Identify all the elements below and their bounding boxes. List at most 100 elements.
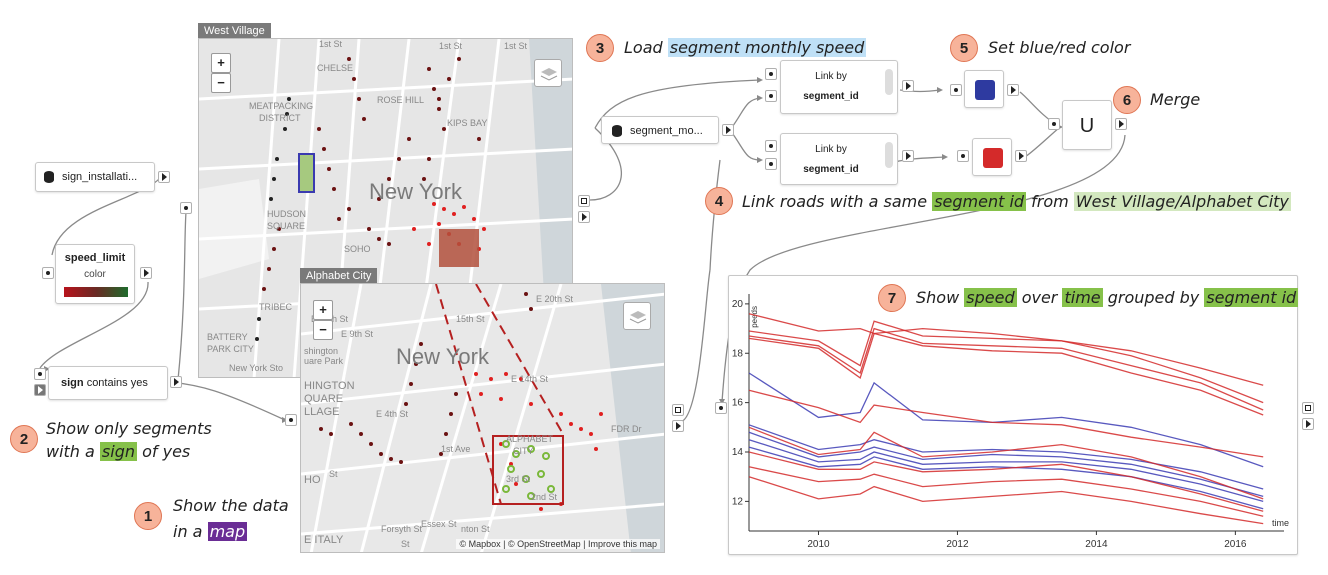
- step-7-highlight-3: segment id: [1204, 288, 1299, 307]
- street-label: QUARE: [304, 393, 344, 405]
- street-label: uare Park: [304, 356, 344, 366]
- link2-input-port-1[interactable]: [765, 140, 777, 152]
- alphabet-city-output-port-2[interactable]: [672, 420, 684, 432]
- step-7-caption: Show speed over time grouped by segment …: [916, 288, 1299, 307]
- alphabet-city-output-port-1[interactable]: [672, 404, 684, 416]
- series-line-3: [748, 332, 1264, 416]
- sign-filter-node[interactable]: sign contains yes: [48, 366, 168, 400]
- alphabet-city-selection: [492, 435, 564, 505]
- sign-filter-label: sign contains yes: [61, 377, 148, 389]
- speed-limit-output-port[interactable]: [140, 267, 152, 279]
- chart-output-port-1[interactable]: [1302, 402, 1314, 414]
- y-axis-label: peeds: [750, 306, 759, 328]
- street-label: CITY: [513, 446, 534, 456]
- link2-output-port[interactable]: [902, 150, 914, 162]
- chart-output-port-2[interactable]: [1302, 418, 1314, 430]
- step-4-caption: Link roads with a same segment id from W…: [742, 192, 1291, 211]
- sign-installation-label-wrap: sign_installati...: [44, 171, 137, 183]
- series-line-8: [748, 439, 1264, 503]
- x-tick-label: 2016: [1224, 539, 1247, 550]
- street-label: New York Sto: [229, 363, 284, 373]
- series-line-13: [748, 476, 1264, 525]
- street-label: TRIBEC: [259, 302, 293, 312]
- segment-monthly-output-port[interactable]: [722, 124, 734, 136]
- blue-color-input-port[interactable]: [950, 84, 962, 96]
- step-4-badge: 4: [705, 187, 733, 215]
- street-label: 2nd St: [531, 492, 558, 502]
- chart-panel[interactable]: 2010 2012 2014 2016 12 14 16 18 20 time peeds: [728, 275, 1298, 555]
- speed-limit-node[interactable]: speed_limit color: [55, 244, 135, 304]
- speed-limit-subtitle: color: [84, 269, 106, 280]
- sign-installation-output-port[interactable]: [158, 171, 170, 183]
- speed-limit-input-port[interactable]: [42, 267, 54, 279]
- sign-filter-input-port-2[interactable]: [34, 384, 46, 396]
- y-tick-label: 18: [732, 348, 744, 359]
- sign-filter-bold: sign: [61, 377, 84, 389]
- series-line-0: [748, 313, 1264, 386]
- link-by-node-2[interactable]: Link by segment_id: [780, 133, 898, 185]
- series-line-5: [748, 389, 1264, 458]
- alphabet-city-map[interactable]: New York E 20th St 15th St E 14th St E 4…: [300, 283, 665, 553]
- x-axis-label: time: [1272, 518, 1289, 528]
- alphabet-city-input-port[interactable]: [285, 414, 297, 426]
- x-tick-label: 2010: [807, 539, 830, 550]
- sign-filter-output-port[interactable]: [170, 376, 182, 388]
- street-label: DISTRICT: [259, 113, 301, 123]
- layers-button[interactable]: [623, 302, 651, 330]
- link-by-title: Link by: [815, 71, 847, 82]
- step-1-badge: 1: [134, 502, 162, 530]
- link-scrollbar[interactable]: [885, 142, 893, 168]
- street-label: 1st Ave: [441, 444, 471, 454]
- link1-input-port-1[interactable]: [765, 68, 777, 80]
- red-color-input-port[interactable]: [957, 150, 969, 162]
- layers-button[interactable]: [534, 59, 562, 87]
- zoom-out-button[interactable]: −: [313, 320, 333, 340]
- zoom-in-button[interactable]: +: [211, 53, 231, 73]
- link1-input-port-2[interactable]: [765, 90, 777, 102]
- merge-input-port-1[interactable]: [1048, 118, 1060, 130]
- link-scrollbar[interactable]: [885, 69, 893, 95]
- link-by-node-1[interactable]: Link by segment_id: [780, 60, 898, 114]
- step-3-badge: 3: [586, 34, 614, 62]
- west-village-input-port[interactable]: [180, 202, 192, 214]
- red-color-node[interactable]: [972, 138, 1012, 176]
- segment-monthly-node[interactable]: segment_mo...: [601, 116, 719, 144]
- street-label: E 14th St: [511, 374, 549, 384]
- link1-output-port[interactable]: [902, 80, 914, 92]
- series-line-9: [748, 446, 1264, 510]
- layers-icon: [629, 311, 647, 324]
- color-gradient-bar: [64, 287, 128, 297]
- zoom-out-button[interactable]: −: [211, 73, 231, 93]
- sign-filter-input-port-1[interactable]: [34, 368, 46, 380]
- west-village-output-port-2[interactable]: [578, 211, 590, 223]
- sign-installation-node[interactable]: sign_installati...: [35, 162, 155, 192]
- link-by-title: Link by: [815, 144, 847, 155]
- step-7-highlight-1: speed: [964, 288, 1017, 307]
- street-label: ALPHABET: [506, 434, 554, 444]
- step-2-post: of yes: [137, 442, 191, 461]
- alphabet-city-map-canvas: [301, 284, 664, 552]
- step-7-badge: 7: [878, 284, 906, 312]
- street-label: FDR Dr: [611, 424, 642, 434]
- street-label: 3rd St: [506, 474, 531, 484]
- street-label: shington: [304, 346, 339, 356]
- merge-node[interactable]: U: [1062, 100, 1112, 150]
- red-color-output-port[interactable]: [1015, 150, 1027, 162]
- step-2-caption-line2: with a sign of yes: [46, 442, 190, 461]
- alphabet-city-overlay: [439, 229, 479, 267]
- street-label: E 4th St: [376, 409, 409, 419]
- merge-output-port[interactable]: [1115, 118, 1127, 130]
- layers-icon: [540, 68, 558, 81]
- west-village-output-port-1[interactable]: [578, 195, 590, 207]
- blue-color-node[interactable]: [964, 70, 1004, 108]
- link2-input-port-2[interactable]: [765, 158, 777, 170]
- sign-installation-label: sign_installati...: [62, 171, 138, 183]
- database-icon: [44, 171, 54, 183]
- street-label: ROSE HILL: [377, 95, 425, 105]
- chart-input-port[interactable]: [715, 402, 727, 414]
- zoom-in-button[interactable]: +: [313, 300, 333, 320]
- street-label: St: [401, 539, 410, 549]
- map-attribution[interactable]: © Mapbox | © OpenStreetMap | Improve thi…: [456, 539, 660, 549]
- street-label: HO: [304, 474, 321, 486]
- blue-color-output-port[interactable]: [1007, 84, 1019, 96]
